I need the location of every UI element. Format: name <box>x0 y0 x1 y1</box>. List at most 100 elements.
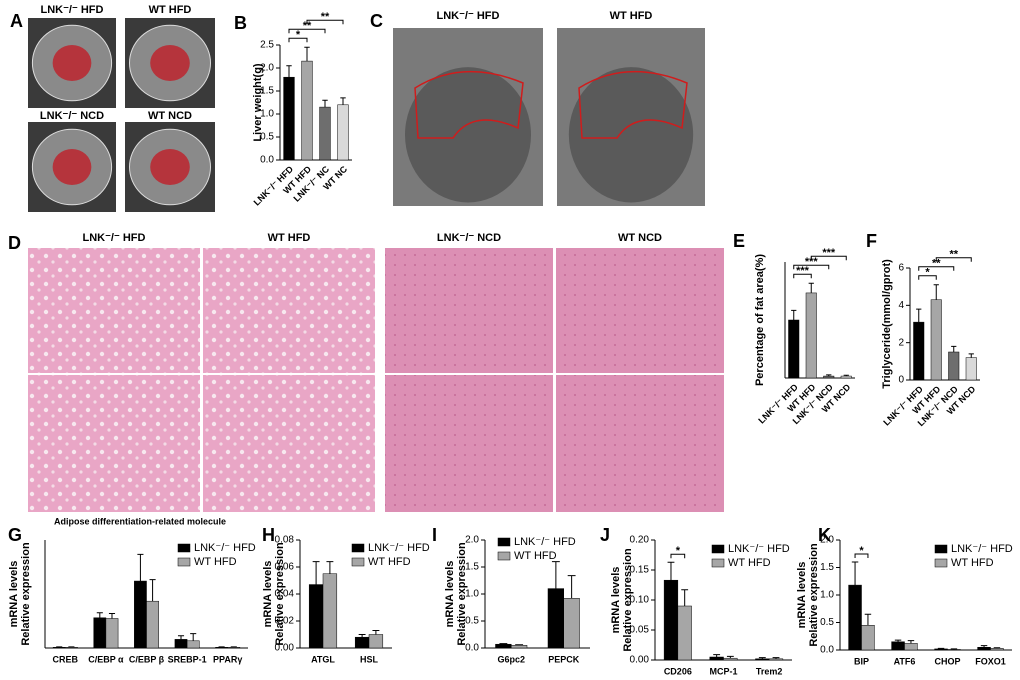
y-tick-label: 0.05 <box>630 625 650 636</box>
x-tick-label: FOXO1 <box>975 656 1006 666</box>
y-axis-label: mRNA levels <box>8 561 20 628</box>
bar <box>283 76 295 161</box>
image-label: WT NCD <box>618 232 662 244</box>
error-bar <box>177 635 185 640</box>
bar <box>677 605 692 661</box>
bar <box>930 299 942 381</box>
error-bar <box>326 561 334 574</box>
legend-label: LNK⁻/⁻ HFD <box>728 543 790 555</box>
error-bar <box>190 633 197 641</box>
significance-bracket <box>935 257 972 262</box>
histology <box>28 248 200 373</box>
legend-swatch <box>711 558 725 568</box>
y-axis-label: Percentage of fat area(%) <box>754 254 766 386</box>
bar <box>105 618 119 649</box>
bar <box>965 357 977 381</box>
y-tick-label: 0.10 <box>630 595 650 606</box>
y-tick-label: 0.5 <box>465 616 479 627</box>
mri-body <box>405 67 531 203</box>
y-tick-label: 0.06 <box>275 562 295 573</box>
liver <box>150 149 190 185</box>
legend-swatch <box>177 557 191 567</box>
significance-label: * <box>676 545 681 557</box>
bar <box>322 573 338 649</box>
legend-swatch <box>351 543 365 553</box>
x-tick-label: Trem2 <box>756 666 783 676</box>
x-tick-label: BIP <box>854 656 869 666</box>
y-axis-label: Relative expression <box>808 543 820 647</box>
y-tick-label: 6 <box>898 263 904 274</box>
significance-bracket <box>306 19 344 25</box>
x-tick-label: C/EBP α <box>88 654 124 664</box>
legend-label: WT HFD <box>728 557 771 569</box>
panel-letter: B <box>234 13 247 33</box>
image-label: WT NCD <box>148 110 192 122</box>
error-bar <box>340 97 346 105</box>
legend-swatch <box>497 537 511 547</box>
chart-title: Adipose differentiation-related molecule <box>54 516 226 526</box>
significance-label: * <box>925 267 930 279</box>
y-tick-label: 0.20 <box>630 535 650 546</box>
bar <box>337 104 349 161</box>
significance-label: ** <box>321 11 330 23</box>
bar <box>913 321 925 381</box>
y-tick-label: 0.00 <box>275 643 295 654</box>
significance-label: ** <box>932 258 941 270</box>
legend-label: LNK⁻/⁻ HFD <box>514 536 576 548</box>
image-label: LNK⁻/⁻ HFD <box>83 232 146 244</box>
x-tick-label: C/EBP β <box>129 654 165 664</box>
liver <box>150 45 190 81</box>
bar <box>547 588 564 649</box>
error-bar <box>808 282 814 293</box>
bar <box>368 634 384 649</box>
panel-letter: C <box>370 11 383 31</box>
bar <box>301 60 313 161</box>
error-bar <box>681 589 689 606</box>
significance-bracket <box>918 266 955 271</box>
error-bar <box>980 645 988 648</box>
y-tick-label: 2.0 <box>465 535 479 546</box>
y-axis-label: Relative expression <box>456 542 468 646</box>
image-label: WT HFD <box>610 10 653 22</box>
image-label: WT HFD <box>268 232 311 244</box>
legend-label: WT HFD <box>514 550 557 562</box>
error-bar <box>851 561 859 586</box>
histology-zoom <box>203 375 375 512</box>
significance-label: ** <box>949 249 958 261</box>
panel-letter: G <box>8 525 22 545</box>
bar <box>308 584 324 649</box>
legend-label: LNK⁻/⁻ HFD <box>194 542 256 554</box>
significance-bracket <box>854 553 869 558</box>
significance-bracket <box>918 275 937 280</box>
y-tick-label: 1.5 <box>465 562 479 573</box>
y-axis-label: Liver weight(g) <box>252 63 264 142</box>
mri-body <box>568 67 694 203</box>
panel-letter: J <box>600 525 610 545</box>
image-label: LNK⁻/⁻ HFD <box>41 4 104 16</box>
legend-swatch <box>934 558 948 568</box>
y-tick-label: 1.0 <box>465 589 479 600</box>
error-bar <box>108 612 116 619</box>
liver <box>52 149 92 185</box>
error-bar <box>515 644 524 646</box>
bar <box>319 106 331 161</box>
significance-bracket <box>810 255 847 261</box>
image-label: LNK⁻/⁻ NCD <box>437 232 501 244</box>
x-tick-label: MCP-1 <box>709 666 737 676</box>
image-label: WT HFD <box>149 4 192 16</box>
significance-label: * <box>859 545 864 557</box>
y-tick-label: 4 <box>898 300 904 311</box>
liver-outline <box>578 70 688 139</box>
legend-swatch <box>351 557 365 567</box>
y-tick-label: 0.0 <box>260 155 274 166</box>
error-bar <box>968 353 974 358</box>
y-axis-label: Relative expression <box>20 542 32 646</box>
bar <box>948 351 960 381</box>
bar <box>891 641 905 651</box>
error-bar <box>933 284 939 300</box>
bar <box>663 579 679 661</box>
legend-swatch <box>177 543 191 553</box>
error-bar <box>951 345 957 352</box>
y-tick-label: 0.15 <box>630 565 650 576</box>
error-bar <box>907 640 915 644</box>
